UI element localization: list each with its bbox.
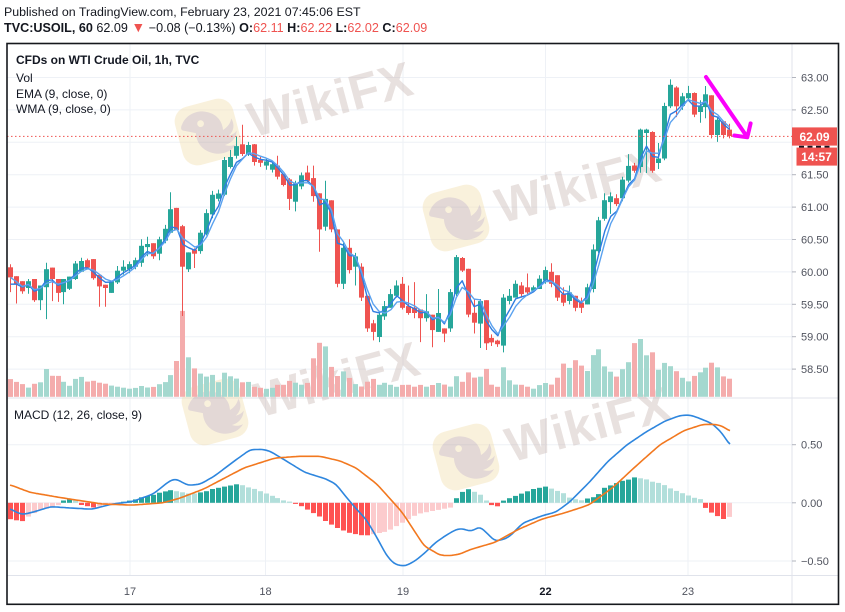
svg-text:WMA (9, close, 0): WMA (9, close, 0) <box>16 102 111 116</box>
svg-text:60.00: 60.00 <box>801 267 829 279</box>
svg-text:58.50: 58.50 <box>801 364 829 376</box>
svg-text:62.50: 62.50 <box>801 105 829 117</box>
svg-text:59.50: 59.50 <box>801 299 829 311</box>
svg-text:Vol: Vol <box>16 71 33 85</box>
svg-text:62.09: 62.09 <box>799 130 829 144</box>
svg-text:EMA (9, close, 0): EMA (9, close, 0) <box>16 87 107 101</box>
svg-text:0.00: 0.00 <box>801 498 822 510</box>
svg-text:17: 17 <box>124 586 136 598</box>
svg-text:−0.50: −0.50 <box>801 556 829 568</box>
svg-text:14:57: 14:57 <box>801 150 832 164</box>
svg-text:CFDs on WTI Crude Oil, 1h, TVC: CFDs on WTI Crude Oil, 1h, TVC <box>16 53 200 67</box>
svg-text:18: 18 <box>259 586 271 598</box>
svg-text:61.00: 61.00 <box>801 202 829 214</box>
svg-text:MACD (12, 26, close, 9): MACD (12, 26, close, 9) <box>14 408 142 422</box>
svg-text:TVC:USOIL, 60 62.09 ▼ −0.08 (−: TVC:USOIL, 60 62.09 ▼ −0.08 (−0.13%) O:6… <box>4 19 427 35</box>
svg-text:0.50: 0.50 <box>801 440 822 452</box>
svg-text:59.00: 59.00 <box>801 332 829 344</box>
svg-text:60.50: 60.50 <box>801 235 829 247</box>
svg-text:63.00: 63.00 <box>801 73 829 85</box>
svg-text:23: 23 <box>682 586 694 598</box>
svg-text:Published on TradingView.com,: Published on TradingView.com, February 2… <box>4 5 361 19</box>
svg-text:61.50: 61.50 <box>801 170 829 182</box>
svg-text:22: 22 <box>539 586 551 598</box>
svg-text:19: 19 <box>397 586 409 598</box>
